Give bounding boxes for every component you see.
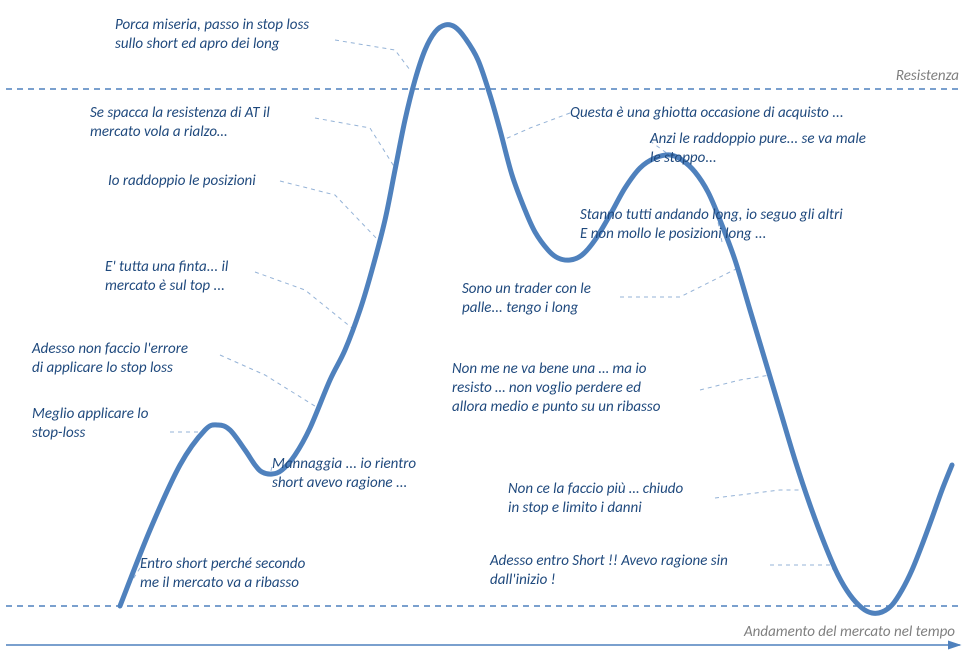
annotation-a2: Se spacca la resistenza di AT ilmercato … <box>90 104 270 142</box>
annotation-line: Entro short perché secondo <box>140 555 305 574</box>
annotation-line: Adesso non faccio l'errore <box>32 340 188 359</box>
annotation-line: mercato è sul top ... <box>105 277 228 296</box>
annotation-a15: Adesso entro Short !! Avevo ragione sind… <box>490 552 728 590</box>
leader-line <box>700 375 770 390</box>
annotation-line: sullo short ed apro dei long <box>115 35 309 54</box>
annotation-a8: Entro short perché secondome il mercato … <box>140 555 305 593</box>
leader-line <box>335 40 410 70</box>
annotation-line: mercato vola a rialzo… <box>90 123 270 142</box>
annotation-line: le stoppo... <box>650 149 866 168</box>
annotation-a13: Non me ne va bene una … ma ioresisto … n… <box>452 360 660 416</box>
annotation-line: di applicare lo stop loss <box>32 359 188 378</box>
leader-line <box>315 118 395 168</box>
annotation-line: Non ce la faccio più … chiudo <box>508 480 683 499</box>
leader-line <box>280 181 378 240</box>
annotation-line: Meglio applicare lo <box>32 405 148 424</box>
annotation-line: Se spacca la resistenza di AT il <box>90 104 270 123</box>
annotation-line: Mannaggia ... io rientro <box>272 455 416 474</box>
annotation-a1: Porca miseria, passo in stop losssullo s… <box>115 16 309 54</box>
annotation-a14: Non ce la faccio più … chiudoin stop e l… <box>508 480 683 518</box>
annotation-line: Adesso entro Short !! Avevo ragione sin <box>490 552 728 571</box>
annotation-line: short avevo ragione ... <box>272 474 416 493</box>
annotation-line: me il mercato va a ribasso <box>140 574 305 593</box>
annotation-line: Porca miseria, passo in stop loss <box>115 16 309 35</box>
resistance-label: Resistenza <box>896 67 959 85</box>
annotation-line: E non mollo le posizioni long ... <box>580 225 843 244</box>
annotation-line: E' tutta una finta... il <box>105 258 228 277</box>
time-axis-label: Andamento del mercato nel tempo <box>744 623 955 641</box>
annotation-a12: Sono un trader con lepalle... tengo i lo… <box>462 280 591 318</box>
annotation-line: Questa è una ghiotta occasione di acquis… <box>570 104 844 123</box>
annotation-a7: Mannaggia ... io rientroshort avevo ragi… <box>272 455 416 493</box>
annotation-line: palle... tengo i long <box>462 299 591 318</box>
leader-line <box>220 355 318 408</box>
leader-line <box>255 272 352 328</box>
annotation-a11: Stanno tutti andando long, io seguo gli … <box>580 206 843 244</box>
annotation-line: dall'inizio ! <box>490 571 728 590</box>
annotation-line: stop-loss <box>32 424 148 443</box>
annotation-line: Io raddoppio le posizioni <box>108 172 256 191</box>
annotation-a5: Adesso non faccio l'erroredi applicare l… <box>32 340 188 378</box>
annotation-a3: Io raddoppio le posizioni <box>108 172 256 191</box>
annotation-line: Anzi le raddoppio pure... se va male <box>650 130 866 149</box>
annotation-a4: E' tutta una finta... ilmercato è sul to… <box>105 258 228 296</box>
annotation-a10: Anzi le raddoppio pure... se va malele s… <box>650 130 866 168</box>
leader-line <box>715 490 802 498</box>
leader-line <box>620 268 738 297</box>
annotation-line: Non me ne va bene una … ma io <box>452 360 660 379</box>
annotation-line: Sono un trader con le <box>462 280 591 299</box>
leader-line <box>503 113 570 140</box>
annotation-a6: Meglio applicare lostop-loss <box>32 405 148 443</box>
annotation-line: allora medio e punto su un ribasso <box>452 398 660 417</box>
annotation-line: resisto … non voglio perdere ed <box>452 379 660 398</box>
annotation-line: Stanno tutti andando long, io seguo gli … <box>580 206 843 225</box>
annotation-a9: Questa è una ghiotta occasione di acquis… <box>570 104 844 123</box>
annotation-line: in stop e limito i danni <box>508 499 683 518</box>
